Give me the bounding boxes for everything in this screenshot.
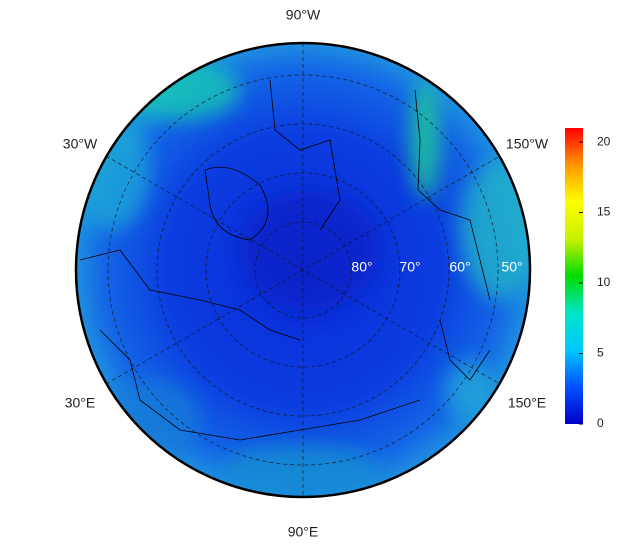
colorbar-tick-label: 15 <box>597 205 611 219</box>
longitude-label: 150°W <box>506 136 549 152</box>
latitude-label: 50° <box>501 259 522 275</box>
longitude-label: 30°E <box>65 395 96 411</box>
latitude-label: 80° <box>351 259 372 275</box>
graticule <box>105 43 501 497</box>
latitude-label: 70° <box>399 259 420 275</box>
colorbar-tick-label: 5 <box>597 346 604 360</box>
colorbar-tick-label: 20 <box>597 134 611 148</box>
longitude-label: 90°E <box>288 524 319 540</box>
map-border <box>74 41 532 499</box>
colorbar-tick-label: 0 <box>597 416 604 430</box>
colorbar-tick-label: 10 <box>597 275 611 289</box>
colorbar <box>565 128 583 424</box>
latitude-label: 60° <box>449 259 470 275</box>
longitude-label: 150°E <box>508 395 546 411</box>
longitude-label: 30°W <box>63 136 98 152</box>
longitude-label: 90°W <box>286 7 321 23</box>
